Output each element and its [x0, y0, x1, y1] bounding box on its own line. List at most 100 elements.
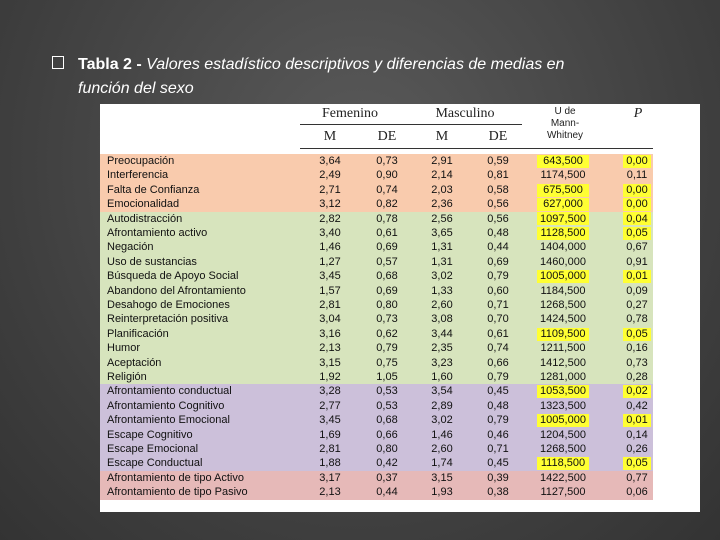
- row-band: [100, 355, 653, 370]
- cell: 0,01: [626, 270, 648, 283]
- cell: 2,56: [431, 212, 453, 225]
- cell: 1,74: [431, 457, 453, 470]
- row-band: [100, 168, 653, 183]
- row-label: Afrontamiento activo: [107, 227, 208, 239]
- row-label: Autodistracción: [107, 212, 183, 225]
- cell: 0,39: [487, 471, 509, 484]
- cell: 0,82: [376, 198, 398, 211]
- cell: 1053,500: [540, 385, 586, 398]
- row-band: [100, 154, 653, 169]
- cell: 0,28: [626, 371, 648, 383]
- cell: 3,54: [431, 385, 453, 398]
- highlight: [623, 197, 651, 211]
- cell: 0,69: [376, 241, 398, 254]
- cell: 0,80: [376, 443, 398, 455]
- cell: 0,56: [487, 212, 509, 225]
- highlight: [623, 212, 651, 226]
- cell: 1412,500: [540, 356, 586, 369]
- title-text: Valores estadístico descriptivos y difer…: [146, 56, 565, 73]
- row-label: Emocionalidad: [107, 198, 180, 211]
- cell: 2,89: [431, 399, 453, 412]
- cell: 0,66: [487, 356, 509, 369]
- highlight: [623, 226, 651, 240]
- highlight: [623, 457, 651, 471]
- cell: 0,59: [487, 155, 509, 167]
- row-band: [100, 211, 653, 226]
- cell: 0,79: [487, 414, 509, 427]
- highlight: [623, 269, 651, 283]
- highlight: [537, 212, 589, 226]
- cell: 0,60: [487, 284, 509, 297]
- row-band: [100, 485, 653, 500]
- row-band: [100, 197, 653, 212]
- cell: 0,62: [376, 327, 398, 340]
- cell: 0,91: [626, 255, 648, 268]
- cell: 0,75: [376, 356, 398, 369]
- row-label: Planificación: [107, 327, 169, 340]
- cell: 0,81: [487, 169, 509, 182]
- cell: 2,13: [319, 342, 341, 355]
- cell: 1424,500: [540, 313, 586, 326]
- cell: 2,71: [319, 183, 341, 196]
- cell: 1,93: [431, 486, 453, 499]
- cell: 2,60: [431, 299, 453, 311]
- cell: 0,16: [626, 342, 648, 355]
- highlight: [537, 385, 589, 399]
- row-label: Afrontamiento Cognitivo: [107, 399, 225, 412]
- row-band: [100, 384, 653, 399]
- row-label: Afrontamiento Emocional: [107, 414, 230, 427]
- cell: 0,05: [626, 457, 648, 470]
- cell: 1127,500: [540, 486, 586, 499]
- cell: 0,00: [626, 183, 648, 196]
- cell: 0,37: [376, 471, 398, 484]
- highlight: [537, 327, 589, 341]
- cell: 0,09: [626, 284, 648, 297]
- row-band: [100, 240, 653, 255]
- highlight: [623, 154, 651, 168]
- row-label: Abandono del Afrontamiento: [107, 284, 246, 297]
- row-band: [100, 182, 653, 198]
- highlight: [537, 183, 589, 197]
- row-label: Reinterpretación positiva: [107, 313, 229, 326]
- cell: 0,56: [487, 198, 509, 211]
- cell: 0,71: [487, 299, 509, 311]
- cell: 0,04: [626, 212, 648, 225]
- highlight: [537, 457, 589, 471]
- cell: 3,45: [319, 414, 341, 427]
- row-label: Religión: [107, 371, 147, 383]
- row-band: [100, 398, 653, 414]
- header-group: Masculino: [435, 106, 495, 121]
- cell: 1,31: [431, 241, 453, 254]
- cell: 3,45: [319, 270, 341, 283]
- header-test: U de Mann-Whitney: [546, 106, 584, 141]
- cell: 3,17: [319, 471, 341, 484]
- row-band: [100, 283, 653, 298]
- cell: 0,00: [626, 198, 648, 211]
- cell: 2,81: [319, 299, 341, 311]
- cell: 2,81: [319, 443, 341, 455]
- cell: 0,44: [376, 486, 398, 499]
- header-rule: [300, 124, 522, 125]
- cell: 0,05: [626, 327, 648, 340]
- cell: 1005,000: [540, 414, 586, 427]
- cell: 2,49: [319, 169, 341, 182]
- cell: 2,82: [319, 212, 341, 225]
- cell: 0,67: [626, 241, 648, 254]
- cell: 3,28: [319, 385, 341, 398]
- cell: 1109,500: [540, 327, 586, 340]
- highlight: [537, 226, 589, 240]
- cell: 1118,500: [540, 457, 586, 470]
- cell: 0,69: [487, 255, 509, 268]
- cell: 0,48: [487, 227, 509, 239]
- row-label: Escape Emocional: [107, 443, 199, 455]
- cell: 0,27: [626, 299, 648, 311]
- header-sub: M: [435, 129, 449, 144]
- row-band: [100, 298, 653, 313]
- row-band: [100, 254, 653, 270]
- header-p: P: [633, 106, 643, 121]
- cell: 3,40: [319, 227, 341, 239]
- cell: 0,80: [376, 299, 398, 311]
- cell: 0,38: [487, 486, 509, 499]
- header-sub: M: [323, 129, 337, 144]
- cell: 3,44: [431, 327, 453, 340]
